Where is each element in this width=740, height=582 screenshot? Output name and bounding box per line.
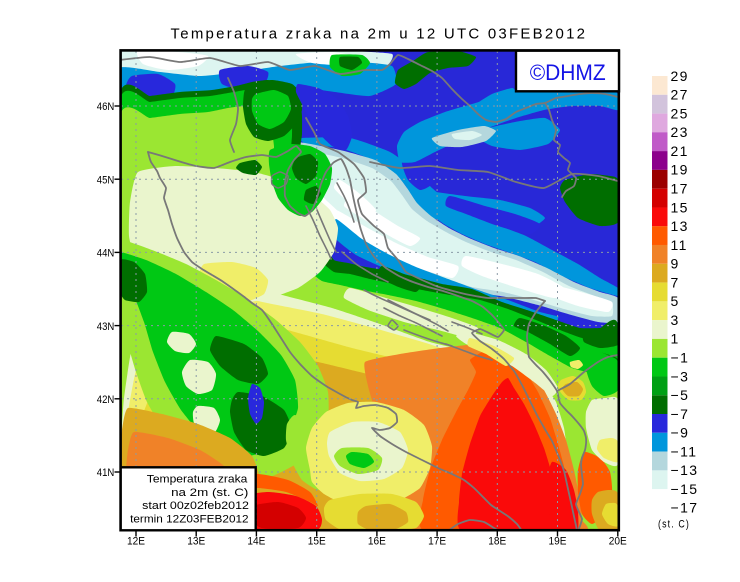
svg-text:16E: 16E [368, 536, 386, 548]
svg-text:13E: 13E [187, 536, 205, 548]
svg-text:18E: 18E [488, 536, 506, 548]
svg-text:−17: −17 [671, 500, 699, 516]
svg-text:46N: 46N [97, 101, 115, 113]
svg-text:start 00z02feb2012: start 00z02feb2012 [142, 500, 249, 512]
svg-text:−7: −7 [671, 406, 690, 422]
svg-text:15E: 15E [308, 536, 326, 548]
svg-text:12E: 12E [127, 536, 145, 548]
svg-text:−1: −1 [671, 350, 690, 366]
svg-text:na 2m (st. C): na 2m (st. C) [171, 487, 248, 499]
svg-text:(st. C): (st. C) [658, 519, 690, 531]
svg-text:20E: 20E [609, 536, 627, 548]
svg-text:15: 15 [671, 199, 689, 215]
svg-text:−15: −15 [671, 481, 699, 497]
svg-text:−9: −9 [671, 425, 690, 441]
svg-text:17E: 17E [428, 536, 446, 548]
svg-text:19E: 19E [549, 536, 567, 548]
svg-text:21: 21 [671, 143, 689, 159]
svg-text:−3: −3 [671, 368, 690, 384]
svg-text:44N: 44N [97, 248, 115, 260]
svg-text:5: 5 [671, 293, 680, 309]
svg-text:23: 23 [671, 124, 689, 140]
svg-text:9: 9 [671, 256, 680, 272]
svg-text:Temperatura zraka: Temperatura zraka [147, 474, 249, 486]
svg-text:17: 17 [671, 181, 689, 197]
svg-text:43N: 43N [97, 321, 115, 333]
svg-text:©DHMZ: ©DHMZ [530, 60, 606, 85]
svg-text:13: 13 [671, 218, 689, 234]
svg-text:19: 19 [671, 162, 689, 178]
svg-text:27: 27 [671, 87, 689, 103]
svg-text:−5: −5 [671, 387, 690, 403]
svg-text:11: 11 [671, 237, 688, 253]
svg-text:7: 7 [671, 274, 680, 290]
svg-text:1: 1 [671, 331, 680, 347]
svg-text:41N: 41N [97, 467, 115, 479]
svg-text:45N: 45N [97, 174, 115, 186]
svg-text:3: 3 [671, 312, 680, 328]
svg-text:25: 25 [671, 105, 689, 121]
svg-text:14E: 14E [247, 536, 265, 548]
svg-text:29: 29 [671, 68, 689, 84]
svg-text:−11: −11 [671, 443, 698, 459]
svg-text:termin 12Z03FEB2012: termin 12Z03FEB2012 [130, 513, 249, 525]
svg-text:−13: −13 [671, 462, 699, 478]
svg-text:Temperatura zraka na 2m u 12 U: Temperatura zraka na 2m u 12 UTC 03FEB20… [171, 26, 586, 43]
svg-text:42N: 42N [97, 394, 115, 406]
